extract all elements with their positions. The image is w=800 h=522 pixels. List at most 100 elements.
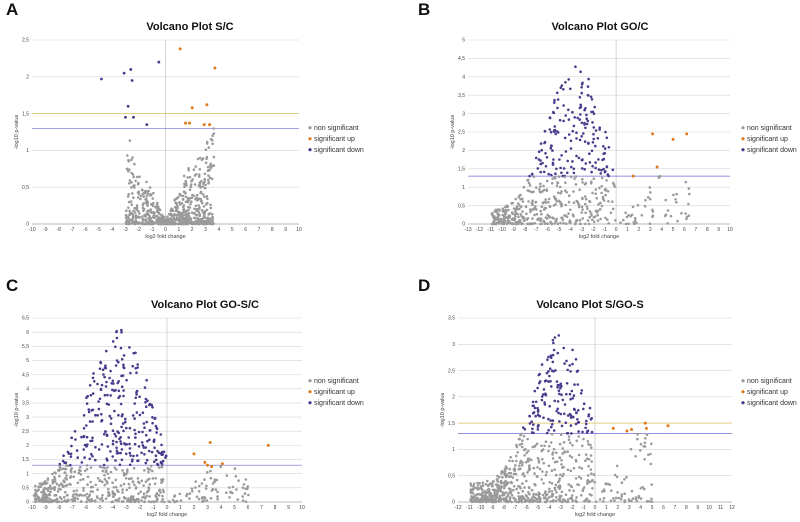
point-significant-down bbox=[591, 141, 595, 144]
point-non-significant bbox=[147, 486, 150, 489]
point-non-significant bbox=[521, 197, 524, 201]
point-non-significant bbox=[583, 202, 587, 206]
x-tick-label: -7 bbox=[534, 227, 539, 233]
x-tick-label: -3 bbox=[580, 227, 585, 233]
point-non-significant bbox=[567, 438, 571, 442]
point-non-significant bbox=[600, 191, 603, 195]
point-non-significant bbox=[63, 499, 66, 502]
point-significant-down bbox=[570, 389, 574, 393]
point-significant-down bbox=[564, 114, 567, 117]
point-non-significant bbox=[544, 500, 548, 504]
point-non-significant bbox=[511, 222, 515, 225]
point-non-significant bbox=[636, 433, 639, 436]
point-non-significant bbox=[101, 499, 104, 502]
point-non-significant bbox=[49, 490, 52, 494]
point-significant-up bbox=[190, 106, 194, 110]
point-non-significant bbox=[246, 485, 250, 488]
point-non-significant bbox=[589, 443, 592, 447]
point-non-significant bbox=[46, 500, 49, 503]
point-non-significant bbox=[204, 161, 208, 165]
point-significant-down bbox=[575, 411, 578, 415]
point-non-significant bbox=[547, 490, 551, 494]
point-significant-down bbox=[120, 328, 123, 332]
point-non-significant bbox=[587, 499, 591, 503]
point-non-significant bbox=[107, 494, 110, 498]
point-non-significant bbox=[198, 206, 201, 209]
point-non-significant bbox=[584, 181, 588, 185]
x-tick-label: 8 bbox=[706, 227, 709, 233]
point-significant-up bbox=[611, 426, 615, 430]
point-non-significant bbox=[517, 468, 521, 471]
point-significant-down bbox=[584, 126, 587, 130]
point-non-significant bbox=[215, 478, 219, 482]
point-significant-down bbox=[117, 389, 121, 393]
point-non-significant bbox=[586, 207, 589, 211]
x-tick-label: 5 bbox=[233, 505, 236, 511]
point-non-significant bbox=[563, 175, 567, 179]
point-non-significant bbox=[190, 200, 193, 203]
point-non-significant bbox=[514, 215, 517, 218]
point-non-significant bbox=[552, 217, 555, 220]
point-non-significant bbox=[196, 157, 200, 161]
point-significant-down bbox=[563, 403, 567, 406]
point-non-significant bbox=[242, 483, 246, 486]
point-non-significant bbox=[94, 483, 98, 487]
point-significant-down bbox=[590, 98, 594, 101]
point-significant-down bbox=[94, 458, 97, 462]
point-non-significant bbox=[190, 179, 193, 183]
y-tick-label: 2 bbox=[452, 395, 455, 401]
point-non-significant bbox=[521, 482, 524, 485]
point-significant-down bbox=[144, 401, 147, 404]
point-significant-down bbox=[559, 386, 562, 390]
point-non-significant bbox=[592, 177, 596, 180]
point-non-significant bbox=[155, 492, 159, 496]
point-non-significant bbox=[521, 461, 524, 464]
y-tick-label: 2 bbox=[462, 148, 465, 154]
point-non-significant bbox=[534, 200, 537, 204]
point-non-significant bbox=[111, 490, 114, 493]
point-significant-down bbox=[82, 414, 86, 417]
point-significant-down bbox=[536, 386, 539, 390]
point-non-significant bbox=[51, 486, 55, 490]
point-non-significant bbox=[159, 218, 163, 221]
point-non-significant bbox=[135, 497, 139, 501]
point-non-significant bbox=[574, 458, 578, 462]
point-significant-down bbox=[565, 432, 569, 435]
point-non-significant bbox=[530, 488, 534, 492]
point-non-significant bbox=[211, 217, 214, 221]
point-significant-down bbox=[597, 168, 601, 171]
point-non-significant bbox=[194, 486, 197, 489]
point-non-significant bbox=[649, 462, 653, 466]
point-non-significant bbox=[140, 499, 143, 502]
point-significant-down bbox=[564, 81, 567, 84]
point-non-significant bbox=[197, 210, 200, 214]
point-non-significant bbox=[198, 214, 202, 218]
point-non-significant bbox=[41, 482, 45, 486]
point-non-significant bbox=[188, 215, 191, 218]
point-non-significant bbox=[64, 467, 68, 471]
point-non-significant bbox=[587, 458, 591, 461]
point-significant-down bbox=[548, 116, 552, 119]
point-non-significant bbox=[517, 491, 520, 495]
point-non-significant bbox=[502, 218, 506, 222]
point-non-significant bbox=[522, 185, 526, 189]
point-non-significant bbox=[521, 473, 524, 476]
x-tick-label: 2 bbox=[616, 505, 619, 511]
point-non-significant bbox=[554, 488, 557, 492]
point-significant-down bbox=[569, 87, 572, 91]
point-non-significant bbox=[225, 474, 229, 477]
legend-significant-down-marker bbox=[308, 148, 312, 152]
point-non-significant bbox=[211, 482, 215, 485]
point-significant-up bbox=[671, 137, 675, 141]
point-non-significant bbox=[486, 479, 489, 483]
point-significant-down bbox=[111, 379, 115, 383]
point-non-significant bbox=[130, 171, 133, 175]
point-significant-down bbox=[141, 411, 145, 415]
point-non-significant bbox=[574, 477, 578, 480]
point-non-significant bbox=[561, 447, 564, 450]
point-non-significant bbox=[81, 478, 85, 481]
point-non-significant bbox=[521, 489, 525, 493]
point-non-significant bbox=[590, 218, 594, 222]
x-axis-label: log2 fold change bbox=[579, 234, 619, 240]
y-tick-label: 3 bbox=[462, 111, 465, 117]
